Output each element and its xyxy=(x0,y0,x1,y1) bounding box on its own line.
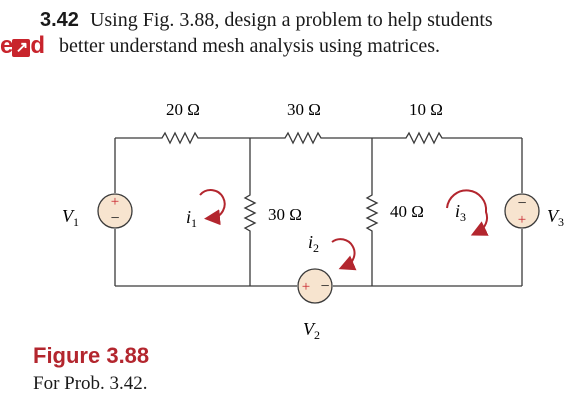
svg-text:+: + xyxy=(518,212,526,228)
svg-text:+: + xyxy=(111,194,119,210)
logo-letter-e: e xyxy=(0,32,13,59)
label-v2: V2 xyxy=(303,319,320,340)
figure-title: Figure 3.88 xyxy=(33,343,150,368)
label-i2: i2 xyxy=(308,232,319,255)
logo-arrow-icon: ↗ xyxy=(12,39,31,57)
label-r-middle-vertical: 30 Ω xyxy=(268,205,302,224)
problem-statement-line-1: 3.42 Using Fig. 3.88, design a problem t… xyxy=(40,8,493,32)
svg-text:+: + xyxy=(302,279,310,295)
source-v1: + − xyxy=(97,193,133,229)
figure-caption: For Prob. 3.42. xyxy=(33,373,148,394)
resistor-middle-vertical xyxy=(243,138,257,286)
mesh-loop-1-icon xyxy=(199,189,226,226)
label-r-top-left: 20 Ω xyxy=(166,100,200,119)
circuit-wires xyxy=(114,131,523,287)
source-v2: + − xyxy=(297,268,333,304)
logo-letter-d: d xyxy=(30,32,45,59)
label-v3: V3 xyxy=(547,206,564,229)
end-logo: e ↗ d xyxy=(0,32,45,59)
svg-text:−: − xyxy=(320,278,329,295)
problem-text-line-2: better understand mesh analysis using ma… xyxy=(59,35,441,57)
source-v3: − + xyxy=(504,193,540,229)
svg-text:−: − xyxy=(110,210,119,227)
resistor-top-left xyxy=(115,131,250,145)
resistor-top-middle xyxy=(250,131,372,145)
label-r-top-middle: 30 Ω xyxy=(287,100,321,119)
mesh-loop-3-icon xyxy=(446,189,489,236)
circuit-diagram: + − + − − + 20 Ω 30 Ω 10 Ω 30 Ω 40 Ω V1 … xyxy=(62,100,564,340)
problem-statement-line-2: e ↗ d better understand mesh analysis usin… xyxy=(0,34,440,58)
label-v1: V1 xyxy=(62,206,79,229)
label-i3: i3 xyxy=(455,201,466,224)
label-r-right-vertical: 40 Ω xyxy=(390,202,424,221)
problem-number: 3.42 xyxy=(40,9,79,31)
problem-text-line-1: Using Fig. 3.88, design a problem to hel… xyxy=(89,9,493,31)
resistor-top-right xyxy=(372,131,522,145)
resistor-right-vertical xyxy=(365,138,379,286)
svg-text:−: − xyxy=(517,195,526,212)
label-r-top-right: 10 Ω xyxy=(409,100,443,119)
label-i1: i1 xyxy=(186,207,197,230)
mesh-loop-2-icon xyxy=(331,238,357,271)
